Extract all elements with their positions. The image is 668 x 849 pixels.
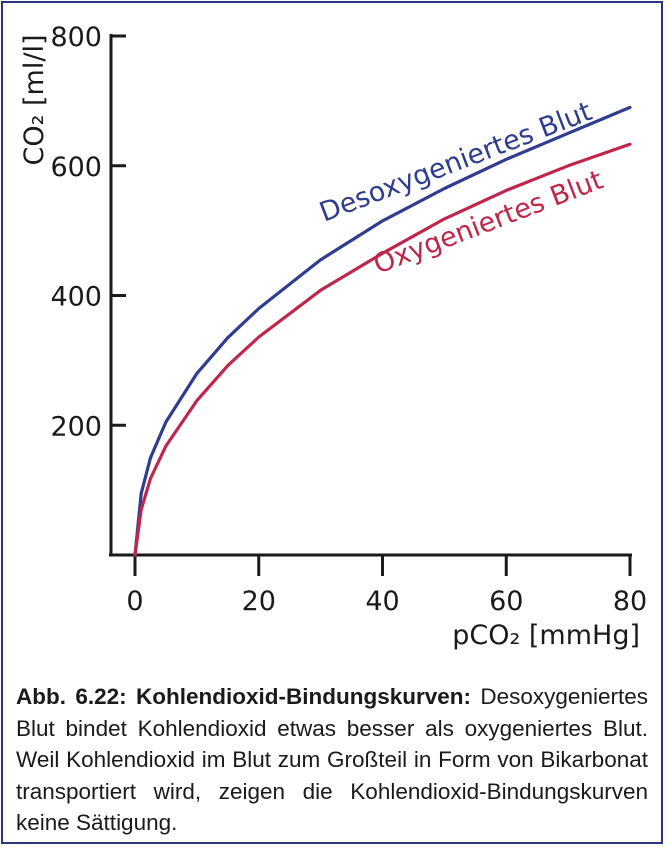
y-axis-title: CO₂ [ml/l]: [19, 35, 50, 166]
x-tick-label: 60: [489, 586, 523, 617]
figure-caption: Abb. 6.22: Kohlendioxid-Bindungskurven: …: [16, 681, 648, 839]
y-tick-label: 400: [50, 282, 102, 313]
chart-lines: [133, 105, 632, 557]
x-axis-title: pCO₂ [mmHg]: [452, 620, 640, 651]
x-tick-label: 40: [365, 586, 399, 617]
series-line-0: [133, 105, 632, 557]
caption-label: Abb. 6.22: Kohlendioxid-Bindungskurven:: [16, 684, 472, 709]
chart-ticks: 0 20 40 60 80 200 400 600 800: [50, 22, 647, 617]
y-axis-title-text: CO₂ [ml/l]: [19, 35, 50, 166]
caption-text: Desoxygeniertes Blut bindet Kohlendioxid…: [16, 684, 648, 835]
x-tick-label: 80: [613, 586, 647, 617]
chart: 0 20 40 60 80 200 400 600 800 CO₂ [ml/l] pCO₂ [m…: [19, 22, 647, 651]
series-line-1: [133, 142, 632, 557]
y-tick-label: 200: [50, 411, 102, 442]
y-tick-label: 600: [50, 152, 102, 183]
x-tick-label: 20: [242, 586, 276, 617]
y-tick-label: 800: [50, 22, 102, 53]
x-tick-label: 0: [126, 586, 143, 617]
